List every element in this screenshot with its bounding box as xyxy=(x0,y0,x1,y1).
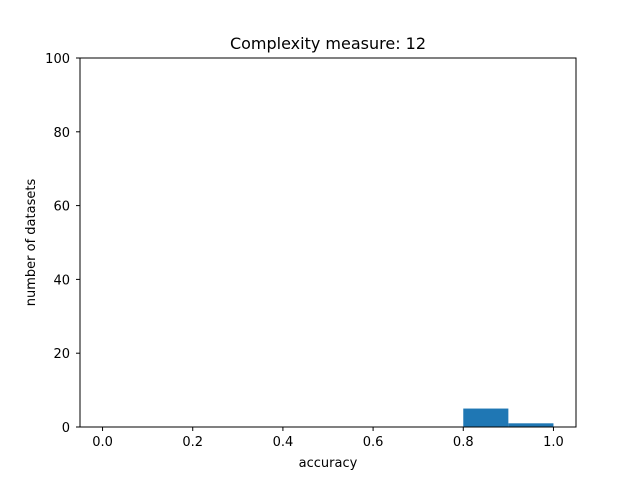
x-tick-label: 0.2 xyxy=(182,435,203,450)
x-tick-label: 0.4 xyxy=(273,435,294,450)
y-tick-label: 80 xyxy=(53,126,70,141)
histogram-bar-0 xyxy=(463,408,509,427)
x-axis-ticks: 0.0 0.2 0.4 0.6 0.8 1.0 xyxy=(92,427,564,450)
x-tick-label: 0.6 xyxy=(363,435,384,450)
y-tick-label: 40 xyxy=(53,273,70,288)
x-tick-label: 1.0 xyxy=(543,435,564,450)
x-tick-label: 0.8 xyxy=(453,435,474,450)
plot-frame xyxy=(79,57,577,428)
y-tick-label: 100 xyxy=(45,52,70,67)
x-tick-label: 0.0 xyxy=(92,435,113,450)
y-axis-label: number of datasets xyxy=(24,179,39,307)
y-tick-label: 20 xyxy=(53,347,70,362)
bars xyxy=(463,408,554,427)
histogram-bar-1 xyxy=(508,423,554,427)
chart-title: Complexity measure: 12 xyxy=(230,34,426,53)
y-tick-label: 0 xyxy=(62,421,70,436)
y-tick-label: 60 xyxy=(53,200,70,215)
x-axis-label: accuracy xyxy=(299,456,358,471)
y-axis-ticks: 0 20 40 60 80 100 xyxy=(45,52,80,436)
